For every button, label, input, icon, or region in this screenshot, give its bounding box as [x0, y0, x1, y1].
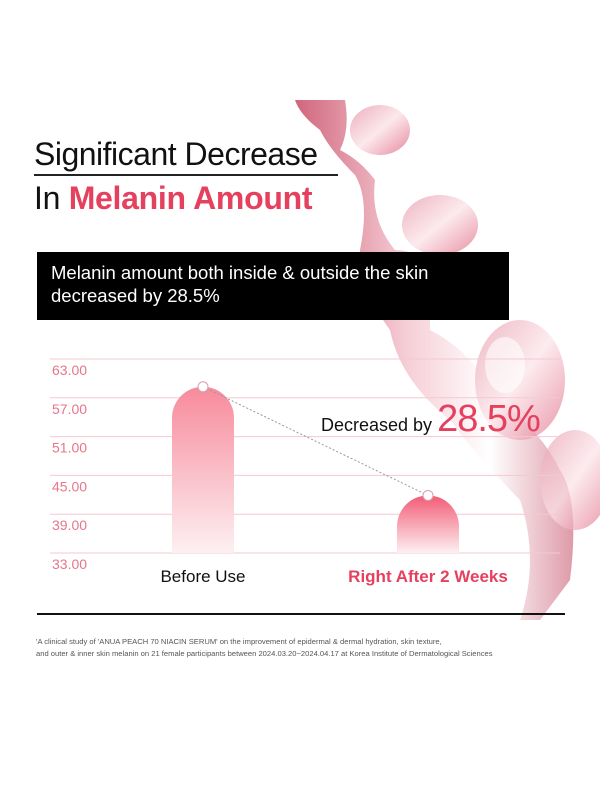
decrease-callout: Decreased by 28.5% — [321, 398, 541, 441]
footnote-line-2: and outer & inner skin melanin on 21 fem… — [36, 649, 493, 658]
data-point — [197, 381, 209, 393]
title-line-2: In Melanin Amount — [34, 180, 312, 217]
y-tick-label: 51.00 — [52, 440, 87, 456]
bar — [397, 495, 459, 553]
bar — [172, 386, 234, 553]
title-line-1: Significant Decrease — [34, 136, 318, 172]
summary-banner: Melanin amount both inside & outside the… — [37, 252, 509, 320]
y-tick-label: 33.00 — [52, 556, 87, 572]
footnote: 'A clinical study of 'ANUA PEACH 70 NIAC… — [36, 636, 493, 660]
title-underline — [34, 174, 338, 176]
banner-line-2: decreased by 28.5% — [51, 285, 220, 306]
data-point — [422, 489, 434, 501]
callout-value: 28.5% — [437, 398, 541, 440]
callout-label: Decreased by — [321, 415, 438, 435]
y-tick-label: 39.00 — [52, 517, 87, 533]
connector-line — [202, 386, 429, 496]
banner-line-1: Melanin amount both inside & outside the… — [51, 262, 429, 283]
category-label: Right After 2 Weeks — [348, 567, 508, 586]
title-prefix: In — [34, 180, 69, 216]
y-tick-label: 45.00 — [52, 478, 87, 494]
y-tick-label: 57.00 — [52, 401, 87, 417]
serum-glass-image — [295, 100, 600, 620]
category-label: Before Use — [160, 567, 245, 586]
footer-divider — [37, 613, 565, 615]
title-highlight: Melanin Amount — [68, 180, 313, 216]
y-tick-label: 63.00 — [52, 362, 87, 378]
footnote-line-1: 'A clinical study of 'ANUA PEACH 70 NIAC… — [36, 637, 442, 646]
melanin-chart: 63.00 57.00 51.00 45.00 39.00 33.00 Before Use… — [50, 358, 560, 586]
